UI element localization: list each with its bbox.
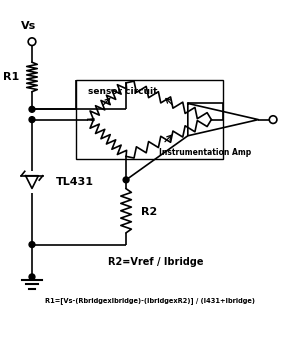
Text: TL431: TL431 (55, 177, 94, 187)
Text: Instrumentation Amp: Instrumentation Amp (159, 148, 252, 157)
Text: Vs: Vs (21, 21, 37, 31)
Text: R1=[Vs-(RbridgexIbridge)-(IbridgexR2)] / (I431+Ibridge): R1=[Vs-(RbridgexIbridge)-(IbridgexR2)] /… (45, 297, 254, 304)
Circle shape (123, 177, 129, 183)
Bar (76, 80, 223, 159)
Circle shape (29, 117, 35, 122)
Circle shape (29, 106, 35, 112)
Text: sensor circuit: sensor circuit (88, 87, 157, 96)
Text: R2: R2 (141, 207, 157, 217)
Circle shape (29, 274, 35, 280)
Circle shape (29, 242, 35, 247)
Text: R1: R1 (3, 72, 20, 82)
Text: R2=Vref / Ibridge: R2=Vref / Ibridge (108, 257, 203, 267)
